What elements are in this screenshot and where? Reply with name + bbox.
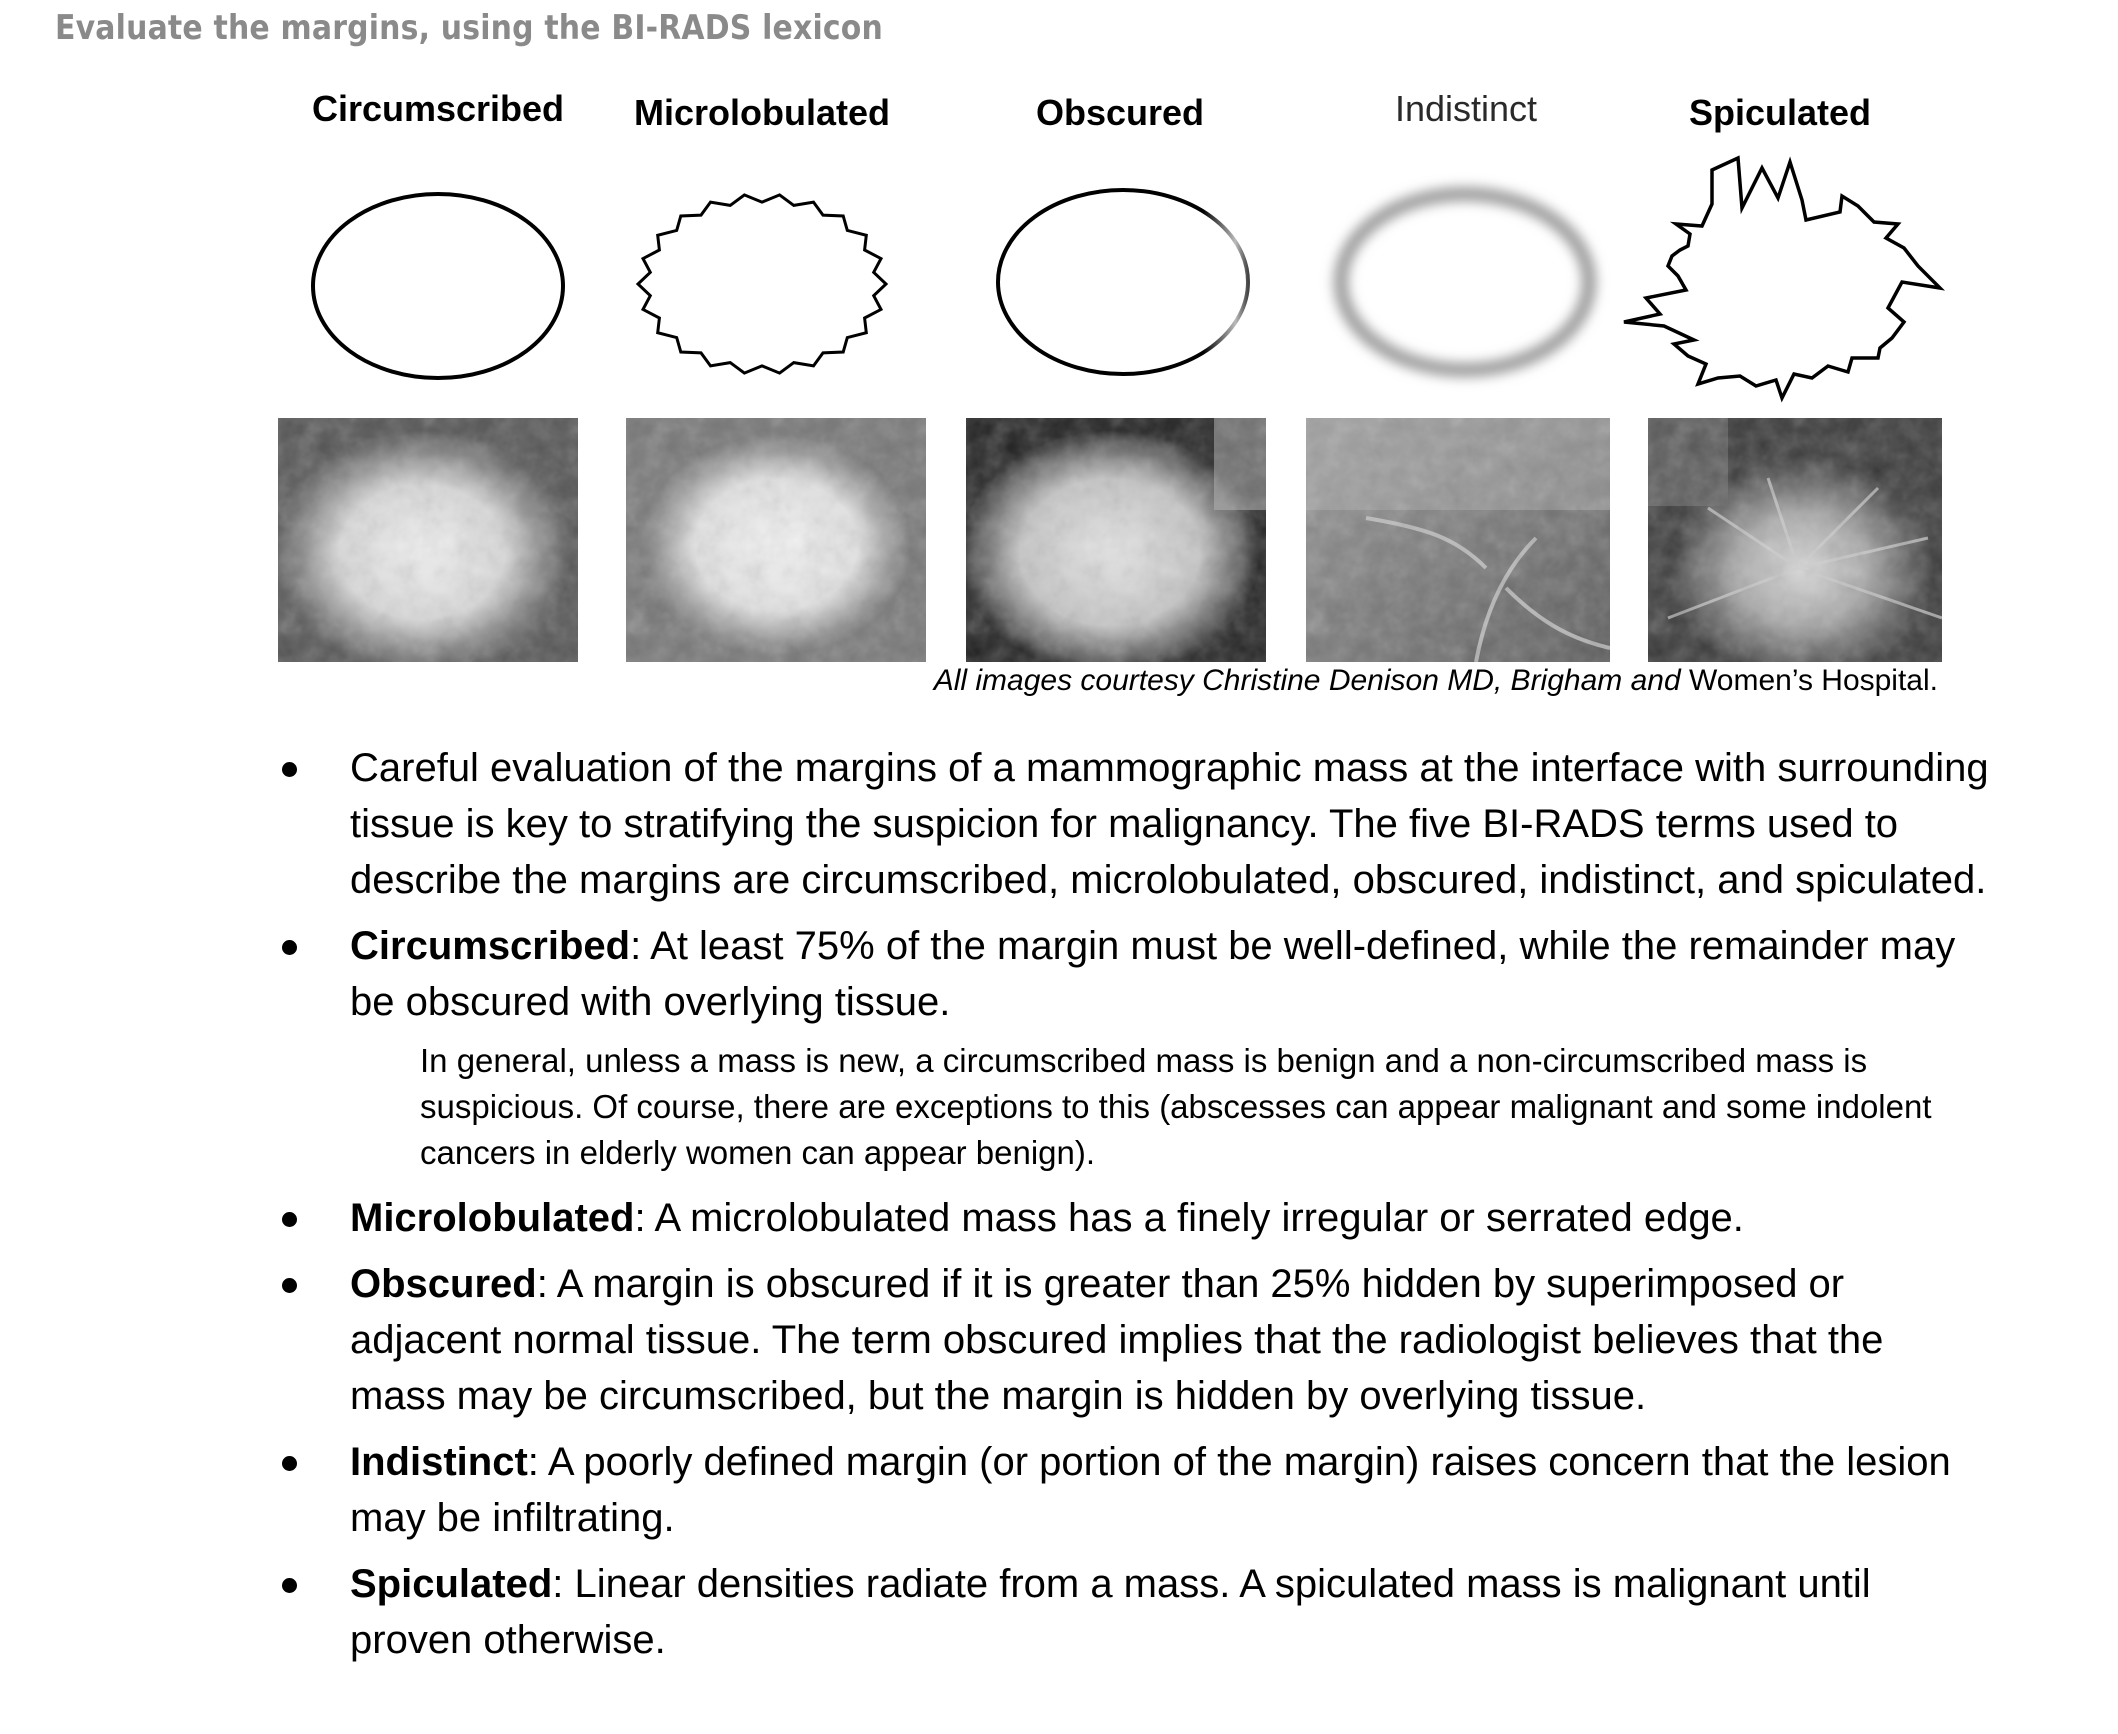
bullet-circumscribed: Circumscribed: At least 75% of the margi… [270,918,1990,1030]
microlobulated-shape [635,193,889,375]
mammogram-obscured [966,418,1266,662]
bullet-obscured: Obscured: A margin is obscured if it is … [270,1256,1990,1424]
indistinct-shape [1334,187,1596,377]
bullet-dot [282,940,297,955]
bullet-dot [282,1212,297,1227]
mammogram-spiculated [1648,418,1942,662]
bullet-spiculated: Spiculated: Linear densities radiate fro… [270,1556,1990,1668]
bullet-dot [282,1278,297,1293]
mammogram-microlobulated [626,418,926,662]
obscured-shape [996,188,1250,376]
mammogram-indistinct [1306,418,1610,662]
spiculated-shape [1623,155,1946,403]
bullet-microlobulated: Microlobulated: A microlobulated mass ha… [270,1190,1990,1246]
label-obscured: Obscured [1035,92,1205,133]
label-microlobulated: Microlobulated [633,92,891,133]
margin-shape-diagrams [311,155,1946,403]
image-credit: All images courtesy Christine Denison MD… [933,664,1938,697]
label-circumscribed: Circumscribed [311,88,565,129]
bullet-list: Careful evaluation of the margins of a m… [270,740,1990,1678]
circumscribed-shape [311,192,565,380]
bullet-dot [282,1578,297,1593]
bullet-dot [282,1456,297,1471]
bullet-indistinct: Indistinct: A poorly defined margin (or … [270,1434,1990,1546]
page-header: Evaluate the margins, using the BI-RADS … [55,8,884,48]
label-spiculated: Spiculated [1688,92,1872,133]
label-indistinct: Indistinct [1394,88,1538,129]
circumscribed-note: In general, unless a mass is new, a circ… [420,1042,1932,1171]
mammogram-circumscribed [278,418,578,662]
bullet-dot [282,762,297,777]
bullet-intro: Careful evaluation of the margins of a m… [270,740,1990,908]
